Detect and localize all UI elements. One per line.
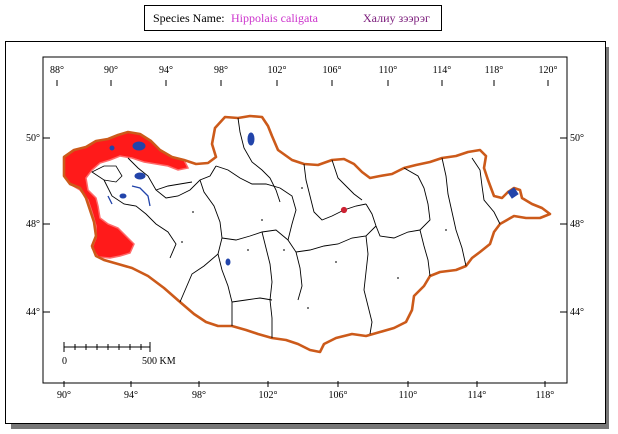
country-border	[62, 114, 552, 354]
bottom-longitude-labels: 90° 94° 98° 102° 106° 110° 114° 118°	[57, 390, 554, 401]
species-header: Species Name: Hippolais caligata Халиу з…	[144, 5, 442, 31]
top-longitude-labels: 88° 90° 94° 98° 102° 106° 110° 114° 118°…	[50, 65, 558, 76]
left-lat-label: 48°	[26, 219, 40, 230]
map-inner-box	[42, 56, 568, 384]
top-lon-label: 94°	[159, 65, 173, 76]
top-lon-label: 98°	[214, 65, 228, 76]
right-lat-label: 50°	[570, 133, 584, 144]
top-lon-label: 114°	[433, 65, 452, 76]
right-lat-label: 44°	[570, 307, 584, 318]
top-lon-label: 110°	[379, 65, 398, 76]
right-latitude-labels: 50° 48° 44°	[570, 133, 584, 318]
bottom-tick-marks	[63, 381, 546, 387]
settlement-markers	[181, 187, 447, 309]
bottom-lon-label: 102°	[259, 390, 278, 401]
capital-marker	[340, 206, 348, 214]
top-lon-label: 118°	[485, 65, 504, 76]
water-bodies	[107, 132, 519, 266]
right-lat-label: 48°	[570, 219, 584, 230]
local-name: Халиу зээрэг	[363, 11, 430, 25]
left-latitude-labels: 50° 48° 44°	[26, 133, 40, 318]
bottom-lon-label: 118°	[536, 390, 555, 401]
top-lon-label: 120°	[539, 65, 558, 76]
bottom-lon-label: 110°	[399, 390, 418, 401]
top-lon-label: 106°	[323, 65, 342, 76]
left-lat-label: 50°	[26, 133, 40, 144]
top-lon-label: 102°	[268, 65, 287, 76]
scale-end-label: 500 KM	[142, 356, 176, 367]
bottom-lon-label: 106°	[329, 390, 348, 401]
top-tick-marks	[56, 80, 549, 86]
top-lon-label: 90°	[104, 65, 118, 76]
latitude-tick-marks	[43, 137, 567, 313]
bottom-lon-label: 94°	[124, 390, 138, 401]
species-name-label: Species Name:	[153, 11, 225, 25]
admin-boundaries	[103, 117, 501, 338]
bottom-lon-label: 90°	[57, 390, 71, 401]
scale-start-label: 0	[62, 356, 67, 367]
scientific-name: Hippolais caligata	[231, 11, 318, 25]
bottom-lon-label: 98°	[192, 390, 206, 401]
scale-bar	[63, 342, 151, 352]
top-lon-label: 88°	[50, 65, 64, 76]
range-gap	[91, 165, 123, 183]
bottom-lon-label: 114°	[468, 390, 487, 401]
left-lat-label: 44°	[26, 307, 40, 318]
